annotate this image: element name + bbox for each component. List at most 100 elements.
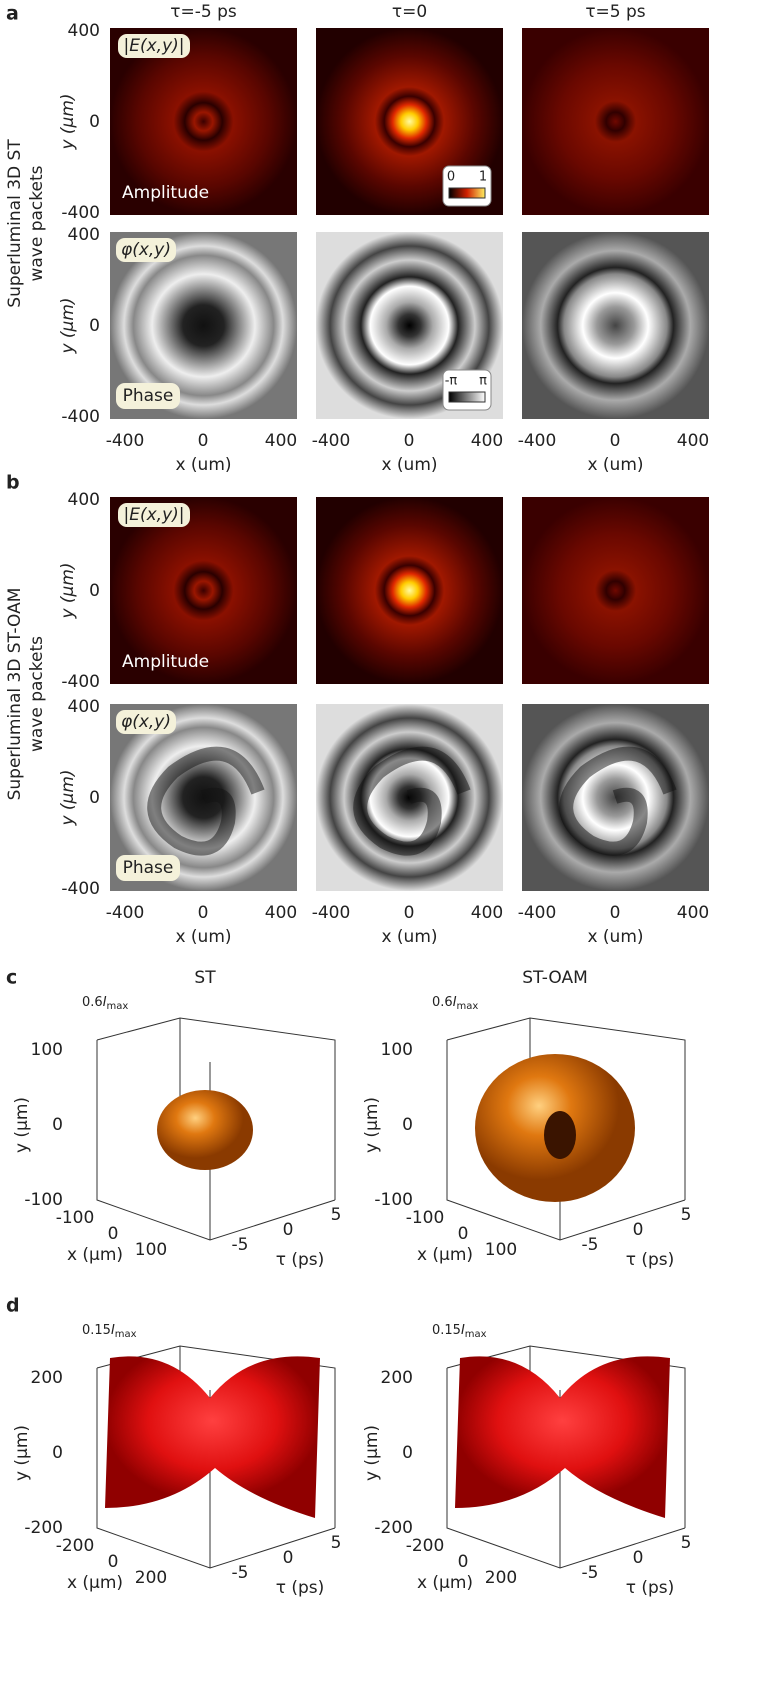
tau-axis-label: τ (ps) <box>626 1578 675 1598</box>
inset-label-bg <box>118 34 190 58</box>
y-tick-label: 400 <box>68 21 100 41</box>
x-tick-label: -200 <box>406 1536 445 1556</box>
x-tick-label: 200 <box>135 1568 167 1588</box>
inset-tag: Phase <box>123 858 174 878</box>
isosurface <box>157 1090 253 1170</box>
colorbar <box>448 187 486 199</box>
x-tick-label: 400 <box>265 431 297 451</box>
x-axis-label: x (um) <box>587 455 643 475</box>
y-axis-label: y (μm) <box>362 1097 382 1153</box>
tau-tick-label: 0 <box>283 1220 294 1240</box>
row-label: wave packets <box>27 165 47 281</box>
x-tick-label: -400 <box>312 903 351 923</box>
threshold-part: max <box>115 1329 137 1340</box>
x-tick-label: 0 <box>404 431 415 451</box>
subplot-title: ST <box>194 968 216 988</box>
phase-spiral <box>353 746 471 856</box>
threshold-part: max <box>465 1329 487 1340</box>
box-frame <box>96 1017 336 1241</box>
colorbar-label: -π <box>445 374 458 389</box>
amplitude-image <box>522 28 709 215</box>
box-frame <box>96 1345 336 1569</box>
threshold-label: 0.6Imax <box>82 995 128 1013</box>
isosurface <box>105 1356 320 1518</box>
amplitude-image <box>316 497 503 684</box>
x-tick-label: -200 <box>56 1536 95 1556</box>
tau-tick-label: 5 <box>331 1533 342 1553</box>
y-tick-label: 0 <box>402 1443 413 1463</box>
tau-tick-label: -5 <box>232 1563 249 1583</box>
y-tick-label: 400 <box>68 697 100 717</box>
isosurface <box>455 1356 670 1518</box>
y-tick-label: -100 <box>374 1190 413 1210</box>
tau-tick-label: -5 <box>582 1563 599 1583</box>
x-tick-label: 100 <box>135 1240 167 1260</box>
y-tick-label: 0 <box>89 316 100 336</box>
inset-label: |E(x,y)| <box>124 36 185 56</box>
threshold-part: max <box>107 1001 129 1012</box>
threshold-part: max <box>457 1001 479 1012</box>
amplitude-image <box>110 497 297 684</box>
x-tick-label: -100 <box>406 1208 445 1228</box>
y-tick-label: 200 <box>381 1368 413 1388</box>
x-axis-label: x (um) <box>175 455 231 475</box>
isosurface-hole <box>544 1111 576 1159</box>
y-tick-label: 400 <box>68 225 100 245</box>
threshold-part: 0.15 <box>432 1323 461 1338</box>
threshold-part: I <box>111 1323 115 1338</box>
phase-spiral <box>147 746 265 856</box>
tau-axis-label: τ (ps) <box>276 1250 325 1270</box>
row-label: Superluminal 3D ST <box>5 139 25 308</box>
panel-label: d <box>6 1295 20 1317</box>
column-header: τ=-5 ps <box>170 2 237 22</box>
column-header: τ=5 ps <box>585 2 645 22</box>
y-axis-label: y (μm) <box>12 1425 32 1481</box>
tau-tick-label: -5 <box>232 1235 249 1255</box>
colorbar-label: π <box>479 374 487 389</box>
column-header: τ=0 <box>392 2 427 22</box>
x-tick-label: -400 <box>106 903 145 923</box>
tau-tick-label: -5 <box>582 1235 599 1255</box>
x-axis-label: x (um) <box>175 927 231 947</box>
x-tick-label: -400 <box>106 431 145 451</box>
inset-tag: Amplitude <box>122 652 209 672</box>
x-tick-label: -400 <box>518 431 557 451</box>
threshold-label: 0.15Imax <box>432 1323 487 1341</box>
x-tick-label: 0 <box>198 431 209 451</box>
x-tick-label: 0 <box>198 903 209 923</box>
inset-label: |E(x,y)| <box>124 505 185 525</box>
amplitude-image <box>110 28 297 215</box>
x-tick-label: 0 <box>404 903 415 923</box>
x-tick-label: 100 <box>485 1240 517 1260</box>
inset-label: φ(x,y) <box>121 240 171 260</box>
tau-axis-label: τ (ps) <box>626 1250 675 1270</box>
x-axis-label: x (um) <box>381 927 437 947</box>
threshold-part: I <box>453 995 457 1010</box>
x-tick-label: -400 <box>312 431 351 451</box>
x-tick-label: 0 <box>458 1224 469 1244</box>
box-frame <box>446 1345 686 1569</box>
y-tick-label: 200 <box>31 1368 63 1388</box>
x-tick-label: 400 <box>471 903 503 923</box>
threshold-label: 0.15Imax <box>82 1323 137 1341</box>
tau-tick-label: 0 <box>283 1548 294 1568</box>
x-tick-label: 400 <box>677 431 709 451</box>
inset-tag: Phase <box>123 386 174 406</box>
x-axis-label: x (μm) <box>417 1573 473 1593</box>
y-tick-label: -200 <box>24 1518 63 1538</box>
y-tick-label: 0 <box>89 112 100 132</box>
inset-tag-bg <box>116 383 180 409</box>
tau-tick-label: 0 <box>633 1220 644 1240</box>
y-axis-label: y (μm) <box>58 297 78 354</box>
y-tick-label: 0 <box>402 1115 413 1135</box>
y-tick-label: -200 <box>374 1518 413 1538</box>
inset-label-bg <box>116 710 176 734</box>
y-axis-label: y (μm) <box>58 93 78 150</box>
y-tick-label: 0 <box>89 788 100 808</box>
threshold-part: 0.15 <box>82 1323 111 1338</box>
tau-tick-label: 5 <box>331 1205 342 1225</box>
inset-label: φ(x,y) <box>121 712 171 732</box>
box-frame <box>446 1017 686 1241</box>
x-axis-label: x (um) <box>381 455 437 475</box>
